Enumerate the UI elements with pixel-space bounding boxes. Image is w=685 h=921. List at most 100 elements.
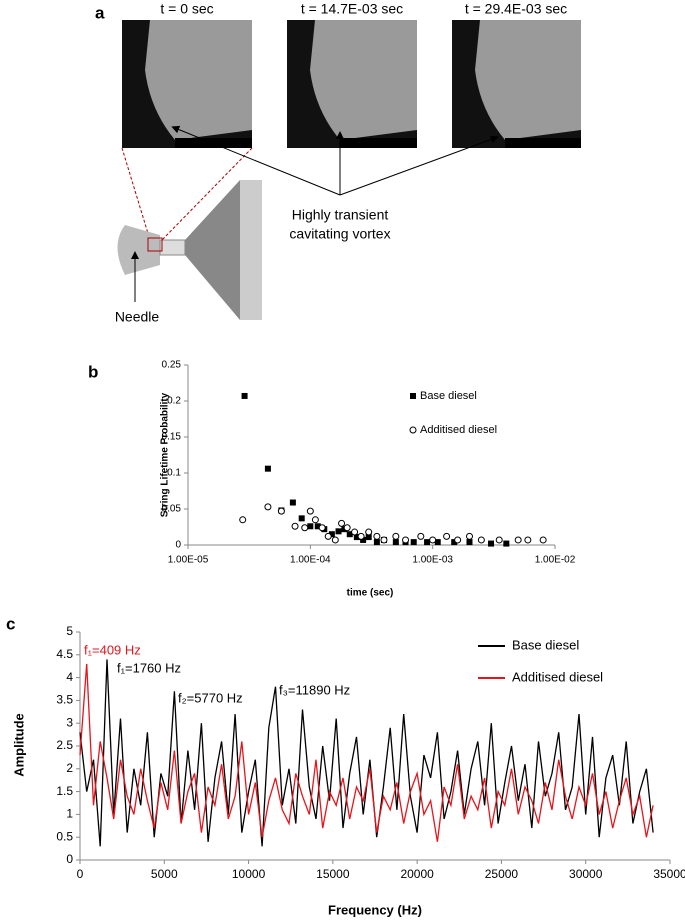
point [503,540,510,547]
point [241,392,248,399]
point [365,528,373,536]
point [451,539,458,546]
y-tick-label: 0.2 [167,396,181,407]
point [514,536,522,544]
point [328,531,335,538]
point [289,499,296,506]
point [311,516,319,524]
point [338,519,346,527]
frame [122,20,252,148]
x-tick-label: 30000 [569,867,603,881]
point [365,534,372,541]
point [331,536,339,544]
y-tick-label: 0.5 [56,829,73,843]
point [477,536,485,544]
y-tick-label: 1.5 [56,784,73,798]
x-axis-title: Frequency (Hz) [328,902,422,917]
point [343,524,351,532]
y-tick-label: 5 [66,624,73,638]
point [402,536,410,544]
x-tick-label: 5000 [151,867,178,881]
point [392,532,400,540]
point [351,528,359,536]
x-tick-label: 25000 [485,867,519,881]
y-tick-label: 0.05 [162,504,182,515]
point [301,524,309,532]
y-tick-label: 0 [66,852,73,866]
x-tick-label: 1.00E-04 [290,555,331,566]
point [264,465,271,472]
frames [122,20,581,148]
y-tick-label: 0.1 [167,468,181,479]
point [307,523,314,530]
point [373,532,381,540]
y-tick-label: 0.15 [162,432,182,443]
point [380,536,388,544]
point [357,532,365,540]
point [392,539,399,546]
x-tick-label: 20000 [400,867,434,881]
point [429,536,437,544]
point [314,523,321,530]
y-tick-label: 2 [66,761,73,775]
point [410,539,417,546]
frame-title: t = 29.4E-03 sec [465,1,567,17]
point [360,536,367,543]
frame-title: t = 0 sec [160,1,213,17]
x-tick-label: 1.00E-02 [535,555,576,566]
x-tick-label: 1.00E-05 [168,555,209,566]
legend-label: Base diesel [512,637,579,652]
x-tick-label: 1.00E-03 [412,555,453,566]
y-tick-label: 3.5 [56,693,73,707]
legend-marker [410,393,416,399]
panel-label: b [88,362,98,381]
point [318,524,326,532]
point [264,503,272,511]
annotation: f₃=11890 Hz [279,682,350,697]
x-axis-title: time (sec) [347,588,394,599]
point [495,536,503,544]
annotation: f₁=409 Hz [84,642,141,657]
y-axis-title: Amplitude [11,713,26,777]
annotation: f₂=5770 Hz [178,690,243,705]
legend-label: Additised diesel [512,669,603,684]
panel-label: a [95,3,105,22]
frame [287,20,417,148]
point [277,507,285,515]
y-tick-label: 2.5 [56,738,73,752]
legend-label: Additised diesel [420,424,497,436]
annotation: cavitating vortex [289,226,390,242]
point [353,534,360,541]
y-tick-label: 4.5 [56,647,73,661]
point [524,536,532,544]
point [239,516,247,524]
point [434,539,441,546]
x-tick-label: 0 [77,867,84,881]
y-tick-label: 0 [175,540,181,551]
y-tick-label: 4 [66,670,73,684]
line [79,659,654,847]
x-tick-label: 35000 [653,867,685,881]
point [324,532,332,540]
point [335,528,342,535]
point [298,515,305,522]
annotation: Highly transient [292,207,389,223]
point [346,531,353,538]
point [424,539,431,546]
frame-title: t = 14.7E-03 sec [301,1,403,17]
panel-label: c [6,614,15,633]
legend-label: Base diesel [420,390,477,402]
needle-label: Needle [115,309,160,325]
y-tick-label: 3 [66,715,73,729]
x-tick-label: 10000 [232,867,266,881]
point [465,532,473,540]
annotation: f₁=1760 Hz [117,660,181,675]
y-tick-label: 0.25 [162,360,182,371]
point [454,536,462,544]
point [466,539,473,546]
vortex-pointers [171,125,499,196]
point [306,507,314,515]
y-tick-label: 1 [66,807,73,821]
point [539,536,547,544]
point [373,539,380,546]
